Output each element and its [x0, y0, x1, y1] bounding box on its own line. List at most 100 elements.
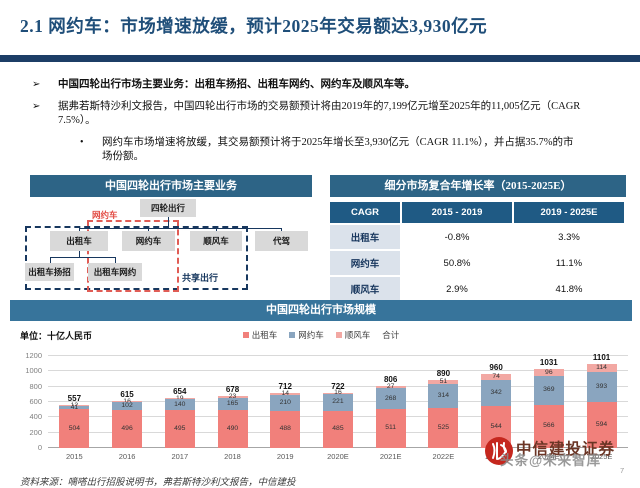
- bar-total-label: 712: [278, 382, 292, 392]
- legend-swatch-icon: [289, 332, 296, 338]
- table-cell: 11.1%: [514, 251, 624, 275]
- stacked-bar-chart: 0200400600800100012005571241504201561516…: [10, 351, 632, 461]
- bullet-1-text: 中国四轮出行市场主要业务：出租车扬招、出租车网约、网约车及顺风车等。: [58, 79, 415, 90]
- bar-segment-顺风车: 23: [217, 393, 248, 400]
- bar-2017: 654 19 140 495 2017: [164, 356, 195, 461]
- table-cell: 2.9%: [402, 277, 512, 301]
- x-axis-label: 2022E: [432, 452, 455, 461]
- shared-mobility-group-outline: [25, 226, 248, 290]
- table-cell: 3.3%: [514, 225, 624, 249]
- node-ridehail: 网约车: [122, 231, 175, 251]
- connector-line: [50, 257, 116, 258]
- bars-area: 5571241504201561516102496201665419140495…: [48, 352, 628, 461]
- bar-segment-顺风车: 16: [322, 389, 353, 396]
- cagr-col-header: CAGR: [330, 202, 400, 223]
- legend-item: 网约车: [289, 329, 324, 341]
- y-axis-tick-label: 1200: [25, 351, 42, 360]
- bar-segment-出租车: 485: [322, 410, 353, 448]
- connector-line: [168, 217, 169, 228]
- node-chauffeur: 代驾: [255, 231, 308, 251]
- bar-total-label: 654: [173, 386, 187, 396]
- bar-segment-网约车: 369: [533, 376, 564, 405]
- bullet-dot-icon: •: [80, 136, 84, 148]
- legend-item: 顺风车: [335, 329, 371, 341]
- page-number: 7: [620, 466, 625, 475]
- bullet-3: • 网约车市场增速将放缓，其交易额预计将于2025年增长至3,930亿元（CAG…: [76, 136, 617, 165]
- page-title: 2.1 网约车：市场增速放缓，预计2025年交易额达3,930亿元: [20, 16, 488, 36]
- chart-unit-label: 单位：十亿人民币: [20, 331, 93, 341]
- table-cell: 41.8%: [514, 277, 624, 301]
- business-diagram-panel: 中国四轮出行市场主要业务 网约车 共享出行 四轮出行 出租车 网约车 顺风车 代…: [25, 175, 312, 295]
- gridline: [48, 385, 628, 387]
- bar-segment-出租车: 566: [533, 404, 564, 448]
- bar-2018: 678 23 165 490 2018: [217, 356, 248, 461]
- bar-total-label: 722: [331, 381, 345, 391]
- bar-segment-出租车: 504: [59, 409, 90, 448]
- bar-segment-网约车: 342: [481, 380, 512, 407]
- connector-line: [281, 228, 282, 231]
- bar-segment-出租车: 511: [375, 408, 406, 448]
- cagr-col-header: 2015 - 2019: [402, 202, 512, 223]
- x-axis-label: 2019: [276, 452, 294, 461]
- bar-2022E: 890 51 314 525 2022E: [428, 356, 459, 461]
- brand-name: 中信建投证券: [516, 441, 616, 458]
- node-taxi-online-hail: 出租车网约: [88, 263, 142, 281]
- bar-2021E: 806 27 268 511 2021E: [375, 356, 406, 461]
- x-axis-label: 2024E: [537, 452, 560, 461]
- bar-segment-网约车: 140: [164, 399, 195, 411]
- cagr-panel-title: 细分市场复合年增长率（2015-2025E）: [330, 175, 626, 197]
- legend-label: 出租车: [251, 330, 278, 340]
- logo-watermark-block: 中信建投证券 头条@未来智库: [478, 433, 638, 477]
- node-four-wheel-mobility: 四轮出行: [140, 199, 196, 217]
- table-row-label: 网约车: [330, 251, 400, 275]
- bullet-3-text: 网约车市场增速将放缓，其交易额预计将于2025年增长至3,930亿元（CAGR …: [102, 136, 574, 163]
- legend-item: 出租车: [242, 329, 278, 341]
- bar-segment-出租车: 495: [164, 410, 195, 448]
- cagr-table-panel: 细分市场复合年增长率（2015-2025E） CAGR 2015 - 2019 …: [330, 175, 626, 301]
- gridline: [48, 355, 628, 356]
- y-axis-tick-label: 0: [37, 443, 42, 452]
- legend-swatch-icon: [335, 332, 342, 338]
- x-axis-label: 2018: [224, 452, 241, 461]
- bar-segment-网约车: 393: [586, 372, 617, 403]
- x-axis-label: 2021E: [379, 452, 402, 461]
- y-axis-tick-label: 1000: [25, 366, 42, 376]
- table-cell: -0.8%: [402, 225, 512, 249]
- bar-total-label: 806: [383, 375, 398, 385]
- bar-segment-顺风车: 96: [533, 369, 564, 377]
- watermark-text: 头条@未来智库: [500, 453, 602, 468]
- y-axis-tick-label: 800: [29, 381, 42, 391]
- bar-total-label: 678: [225, 385, 240, 395]
- ridehail-group-label: 网约车: [92, 210, 118, 220]
- bar-total-label: 890: [436, 368, 451, 378]
- bullet-2-text: 据弗若斯特沙利文报告，中国四轮出行市场的交易额预计将由2019年的7,199亿元…: [58, 100, 581, 127]
- bar-2020E: 722 16 221 485 2020E: [322, 356, 353, 461]
- bar-segment-出租车: 490: [217, 410, 248, 448]
- bar-segment-顺风车: 16: [112, 398, 143, 404]
- bar-2019: 712 14 210 488 2019: [270, 356, 301, 461]
- table-row-label: 顺风车: [330, 277, 400, 301]
- y-axis-tick-label: 400: [29, 412, 42, 422]
- bar-segment-顺风车: 12: [59, 402, 90, 409]
- bar-segment-网约车: 41: [59, 404, 90, 411]
- gridline: [48, 370, 628, 372]
- bar-2024E: 1031 96 369 566 2024E: [533, 356, 564, 461]
- legend-label: 顺风车: [344, 330, 371, 340]
- connector-line: [50, 257, 51, 263]
- bullet-list: ➢ 中国四轮出行市场主要业务：出租车扬招、出租车网约、网约车及顺风车等。 ➢ 据…: [32, 78, 617, 172]
- bar-total-label: 1101: [592, 352, 611, 362]
- shared-mobility-group-label: 共享出行: [182, 273, 219, 283]
- ridehail-group-outline: [87, 220, 179, 292]
- bar-segment-网约车: 221: [322, 393, 353, 411]
- bar-segment-网约车: 314: [428, 383, 459, 408]
- bar-segment-顺风车: 14: [270, 390, 301, 397]
- chart-title: 中国四轮出行市场规模: [10, 300, 632, 321]
- bullet-1: ➢ 中国四轮出行市场主要业务：出租车扬招、出租车网约、网约车及顺风车等。: [32, 78, 617, 93]
- bullet-arrow-icon: ➢: [32, 100, 41, 112]
- bar-segment-出租车: 496: [112, 409, 143, 448]
- bar-total-label: 960: [489, 363, 503, 373]
- bar-segment-顺风车: 27: [375, 383, 406, 390]
- table-cell: 50.8%: [402, 251, 512, 275]
- bar-segment-顺风车: 19: [164, 395, 195, 402]
- x-axis-label: 2025E: [590, 452, 613, 461]
